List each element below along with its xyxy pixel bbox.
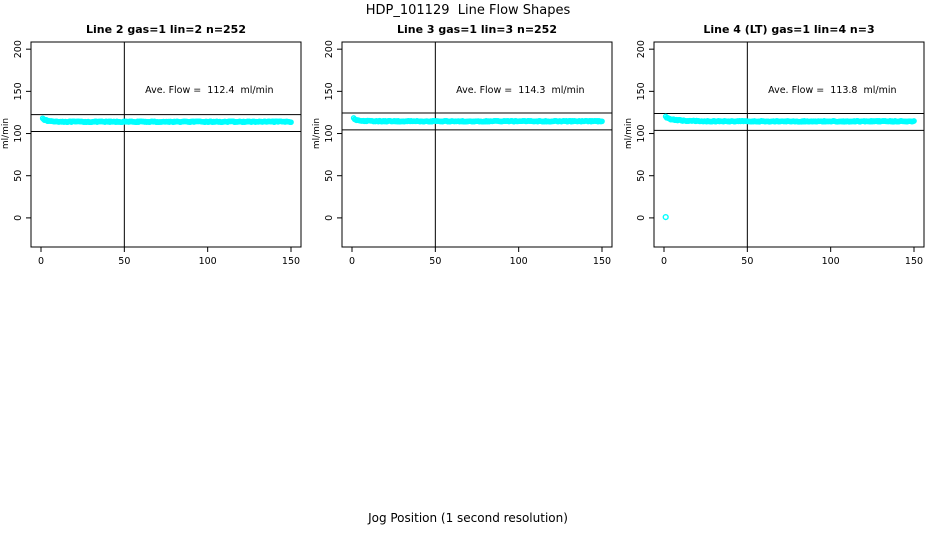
y-tick-label: 50 <box>13 170 24 182</box>
x-tick-label: 150 <box>593 256 611 267</box>
y-tick-label: 100 <box>13 124 24 142</box>
y-tick-label: 0 <box>324 215 335 221</box>
x-tick-label: 100 <box>822 256 840 267</box>
y-axis-label: ml/min <box>312 118 322 149</box>
x-tick-label: 100 <box>199 256 217 267</box>
x-tick-label: 50 <box>429 256 441 267</box>
y-tick-label: 200 <box>13 40 24 58</box>
x-tick-label: 0 <box>661 256 667 267</box>
ave-flow-annotation: Ave. Flow = 112.4 ml/min <box>145 85 273 96</box>
panel-title: Line 2 gas=1 lin=2 n=252 <box>86 23 246 36</box>
x-tick-label: 0 <box>349 256 355 267</box>
data-points <box>39 115 294 126</box>
y-tick-label: 0 <box>13 215 24 221</box>
x-tick-label: 50 <box>118 256 130 267</box>
x-tick-label: 150 <box>905 256 923 267</box>
y-tick-label: 0 <box>636 215 647 221</box>
y-axis-label: ml/min <box>1 118 11 149</box>
data-point <box>288 119 294 126</box>
main-title: HDP_101129 Line Flow Shapes <box>365 3 571 18</box>
x-tick-label: 100 <box>510 256 528 267</box>
outlier-point <box>662 214 669 221</box>
y-tick-label: 100 <box>636 124 647 142</box>
x-tick-label: 0 <box>38 256 44 267</box>
y-tick-label: 200 <box>636 40 647 58</box>
y-tick-label: 200 <box>324 40 335 58</box>
y-tick-label: 150 <box>324 82 335 100</box>
plot-box <box>653 41 925 248</box>
panel-title: Line 3 gas=1 lin=3 n=252 <box>397 23 557 36</box>
panel-line-3: Line 3 gas=1 lin=3 n=252 Ave. Flow = 114.… <box>312 23 613 267</box>
panel-line-2: Line 2 gas=1 lin=2 n=252 Ave. Flow = 112.… <box>1 23 302 267</box>
y-tick-label: 100 <box>324 124 335 142</box>
y-tick-label: 50 <box>636 170 647 182</box>
plot-box <box>30 41 302 248</box>
panel-line-4-lt: Line 4 (LT) gas=1 lin=4 n=3 Ave. Flow = 1… <box>624 23 925 267</box>
y-axis-label: ml/min <box>624 118 634 149</box>
plot-box <box>341 41 613 248</box>
data-point <box>911 118 917 124</box>
x-tick-label: 150 <box>282 256 300 267</box>
ave-flow-annotation: Ave. Flow = 114.3 ml/min <box>456 85 584 96</box>
x-axis-label: Jog Position (1 second resolution) <box>368 511 568 525</box>
y-tick-label: 50 <box>324 170 335 182</box>
data-points <box>350 115 605 125</box>
ave-flow-annotation: Ave. Flow = 113.8 ml/min <box>768 85 896 96</box>
data-point <box>599 118 605 125</box>
panel-title: Line 4 (LT) gas=1 lin=4 n=3 <box>703 23 874 36</box>
y-tick-label: 150 <box>13 82 24 100</box>
y-tick-label: 150 <box>636 82 647 100</box>
data-points <box>662 113 917 221</box>
x-tick-label: 50 <box>741 256 753 267</box>
